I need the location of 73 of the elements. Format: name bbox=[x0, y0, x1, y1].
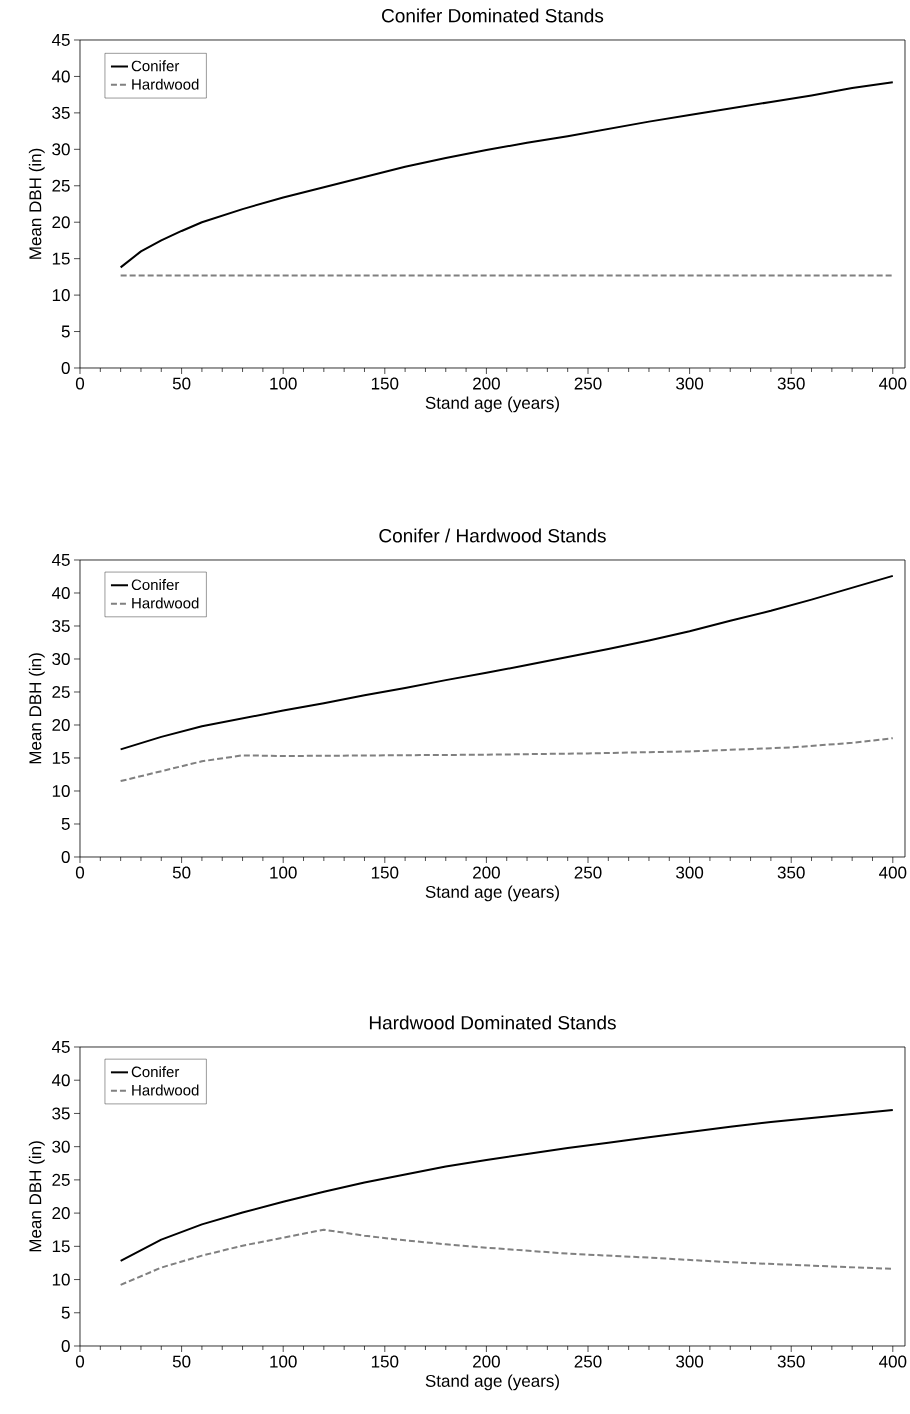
x-tick-label: 50 bbox=[172, 377, 191, 390]
x-tick-label: 250 bbox=[574, 377, 602, 390]
x-tick-label: 0 bbox=[75, 377, 84, 390]
y-axis-title: Mean DBH (in) bbox=[28, 148, 45, 259]
legend-label: Conifer bbox=[131, 60, 179, 72]
y-tick-label: 30 bbox=[52, 652, 70, 666]
y-tick-label: 10 bbox=[52, 289, 70, 302]
y-tick-label: 5 bbox=[61, 818, 70, 830]
x-tick-label: 150 bbox=[371, 866, 399, 879]
y-tick-label: 40 bbox=[51, 1074, 70, 1087]
y-axis-title: Mean DBH (in) bbox=[28, 1141, 45, 1252]
x-tick-label: 350 bbox=[777, 866, 805, 879]
x-tick-label: 300 bbox=[675, 866, 703, 879]
legend-label: Hardwood bbox=[132, 597, 199, 609]
y-tick-label: 10 bbox=[52, 784, 70, 798]
y-tick-label: 45 bbox=[51, 34, 70, 46]
x-tick-label: 200 bbox=[472, 1355, 500, 1368]
legend-label: Conifer bbox=[131, 1066, 179, 1078]
y-tick-label: 25 bbox=[52, 685, 70, 699]
y-tick-label: 0 bbox=[61, 850, 70, 864]
y-tick-label: 30 bbox=[52, 143, 70, 156]
x-tick-label: 400 bbox=[878, 1355, 907, 1368]
x-tick-label: 350 bbox=[777, 1355, 805, 1368]
x-tick-label: 50 bbox=[172, 1355, 191, 1368]
y-tick-label: 25 bbox=[52, 179, 70, 192]
chart-title: Conifer / Hardwood Stands bbox=[379, 528, 606, 543]
y-tick-label: 15 bbox=[52, 1240, 70, 1253]
x-axis-title: Stand age (years) bbox=[425, 885, 559, 902]
x-tick-label: 400 bbox=[878, 866, 907, 879]
y-tick-label: 20 bbox=[52, 1207, 70, 1220]
legend-label: Hardwood bbox=[132, 1084, 199, 1096]
y-tick-label: 25 bbox=[52, 1173, 70, 1186]
y-tick-label: 45 bbox=[51, 554, 70, 566]
y-tick-label: 35 bbox=[52, 106, 70, 119]
y-tick-label: 10 bbox=[52, 1273, 70, 1286]
y-tick-label: 35 bbox=[52, 1107, 70, 1120]
x-tick-label: 100 bbox=[270, 866, 297, 879]
y-tick-label: 15 bbox=[52, 752, 70, 764]
line-series bbox=[119, 1228, 894, 1286]
y-tick-label: 5 bbox=[61, 1306, 70, 1319]
y-tick-label: 40 bbox=[51, 586, 70, 600]
y-tick-label: 20 bbox=[52, 216, 70, 229]
x-tick-label: 100 bbox=[270, 377, 297, 390]
y-tick-label: 20 bbox=[52, 718, 70, 732]
chart-title: Conifer Dominated Stands bbox=[381, 8, 604, 23]
x-tick-label: 0 bbox=[75, 866, 84, 879]
x-axis-title: Stand age (years) bbox=[425, 396, 559, 413]
x-axis-title: Stand age (years) bbox=[425, 1374, 559, 1391]
x-tick-label: 150 bbox=[371, 1355, 399, 1368]
legend-label: Hardwood bbox=[132, 78, 199, 90]
legend-label: Conifer bbox=[131, 579, 179, 591]
y-tick-label: 45 bbox=[51, 1041, 70, 1053]
y-tick-label: 0 bbox=[61, 361, 70, 375]
x-tick-label: 200 bbox=[472, 866, 500, 879]
x-tick-label: 150 bbox=[371, 377, 399, 390]
x-tick-label: 300 bbox=[675, 377, 703, 390]
y-tick-label: 40 bbox=[51, 70, 70, 83]
x-tick-label: 200 bbox=[472, 377, 500, 390]
x-tick-label: 0 bbox=[75, 1355, 84, 1368]
x-tick-label: 50 bbox=[172, 866, 191, 879]
y-tick-label: 30 bbox=[52, 1140, 70, 1153]
y-tick-label: 15 bbox=[52, 252, 70, 265]
y-tick-label: 5 bbox=[61, 325, 70, 338]
chart-title: Hardwood Dominated Stands bbox=[369, 1015, 616, 1030]
x-tick-label: 250 bbox=[574, 866, 602, 879]
x-tick-label: 350 bbox=[777, 377, 805, 390]
x-tick-label: 250 bbox=[574, 1355, 602, 1368]
y-tick-label: 35 bbox=[52, 619, 70, 633]
y-axis-title: Mean DBH (in) bbox=[28, 653, 45, 764]
x-tick-label: 300 bbox=[675, 1355, 703, 1368]
x-tick-label: 100 bbox=[270, 1355, 297, 1368]
x-tick-label: 400 bbox=[878, 377, 907, 390]
y-tick-label: 0 bbox=[61, 1339, 70, 1353]
